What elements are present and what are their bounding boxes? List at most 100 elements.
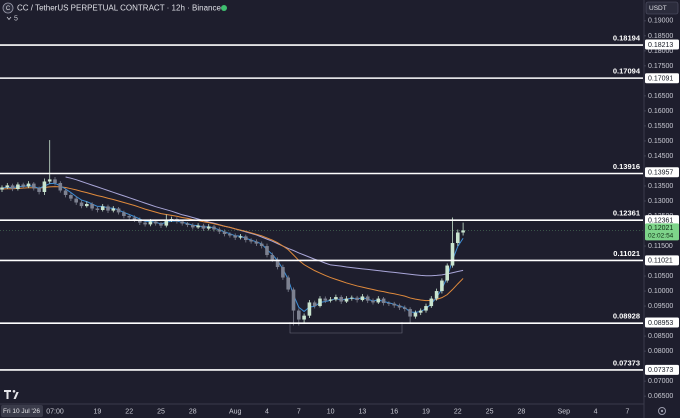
candle-body (196, 225, 200, 228)
y-tick-label: 0.17500 (648, 63, 673, 70)
level-axis-box (645, 255, 679, 266)
candle-body (350, 297, 354, 299)
level-label: 0.08928 (613, 312, 640, 321)
tv-logo[interactable] (4, 390, 19, 399)
candle-body (42, 181, 47, 192)
candle-body (270, 255, 275, 260)
candle-body (408, 309, 412, 317)
x-tick-label: 25 (157, 408, 165, 415)
plot-area (0, 140, 465, 334)
candle-body (418, 310, 423, 313)
y-tick-label: 0.19000 (648, 18, 673, 25)
candle-body (318, 298, 322, 307)
y-tick-label: 0.13500 (648, 183, 673, 190)
candle-body (445, 265, 449, 281)
x-tick-label: 22 (454, 408, 462, 415)
candle-body (47, 179, 52, 182)
candle-body (63, 190, 68, 195)
x-tick-label: 19 (94, 408, 102, 415)
candle-body (32, 183, 36, 189)
indicators-toggle[interactable] (6, 16, 12, 21)
level-axis-box (645, 167, 679, 178)
candle-body (127, 216, 131, 218)
candle-body (21, 184, 25, 187)
level-label: 0.11021 (613, 249, 640, 258)
candle-body (355, 297, 359, 301)
tv-logo-part (4, 390, 11, 399)
candle-body (37, 188, 41, 192)
candle-body (365, 296, 370, 301)
y-tick-label: 0.14500 (648, 153, 673, 160)
level-axis-label: 0.07373 (648, 367, 673, 374)
settings-icon (660, 409, 664, 413)
x-tick-label: 07:00 (46, 408, 64, 415)
candle-body (344, 298, 349, 302)
candle-body (265, 246, 269, 256)
symbol-logo[interactable] (2, 2, 14, 14)
candle-body (233, 235, 237, 238)
tv-logo-part (12, 390, 16, 393)
candle-body (286, 277, 290, 290)
indicator-count[interactable]: 5 (14, 15, 18, 22)
x-tick-label: 19 (422, 408, 430, 415)
candle-body (387, 303, 391, 304)
candle-body (440, 280, 444, 292)
candle-body (392, 303, 396, 306)
candle-body (281, 267, 285, 278)
y-tick-label: 0.16000 (648, 108, 673, 115)
candle-body (259, 243, 264, 247)
level-axis-label: 0.11021 (648, 258, 673, 265)
candle-body (381, 298, 386, 304)
level-axis-label: 0.17091 (648, 76, 673, 83)
candle-body (397, 305, 402, 308)
level-label: 0.17094 (613, 67, 641, 76)
y-tick-label: 0.16500 (648, 93, 673, 100)
y-tick-label: 0.08000 (648, 348, 673, 355)
candle-body (450, 243, 455, 266)
candle-body (302, 315, 306, 320)
currency-button[interactable] (645, 1, 679, 15)
candle-body (339, 297, 343, 302)
level-label: 0.18194 (613, 34, 641, 43)
candle-body (159, 223, 163, 226)
x-tick-label: 25 (486, 408, 494, 415)
level-axis-box (645, 73, 679, 84)
candle-body (111, 208, 116, 211)
level-axis-label: 0.12361 (648, 218, 673, 225)
candle-body (138, 219, 142, 223)
candle-body (26, 183, 31, 187)
y-tick-label: 0.18000 (648, 48, 673, 55)
x-tick-label: 28 (189, 408, 197, 415)
candle-body (5, 185, 10, 188)
x-tick-label: 4 (594, 408, 598, 415)
candle-body (79, 202, 84, 207)
symbol-title[interactable]: CC / TetherUS PERPETUAL CONTRACT · 12h ·… (17, 4, 221, 13)
candle-body (180, 221, 184, 224)
y-tick-label: 0.06500 (648, 393, 673, 400)
candle-body (10, 185, 15, 189)
market-status (221, 5, 227, 11)
candle-body (376, 298, 381, 303)
candle-body (69, 194, 73, 199)
candle-body (328, 299, 333, 301)
symbol-logo-letter: C (6, 6, 11, 12)
candle-body (323, 298, 328, 301)
candle-body (206, 226, 211, 229)
level-axis-box (645, 39, 679, 50)
y-tick-label: 0.18500 (648, 33, 673, 40)
candle-body (413, 312, 418, 317)
last-price-box (645, 223, 679, 241)
candle-body (456, 232, 460, 244)
indicator-line (1, 182, 464, 313)
y-tick-label: 0.09500 (648, 303, 673, 310)
countdown-label: 02:02:54 (648, 233, 674, 240)
currency-label: USDT (649, 5, 667, 12)
candle-body (254, 241, 259, 244)
candle-body (191, 225, 195, 228)
level-label: 0.07373 (613, 358, 640, 367)
settings-button[interactable] (658, 407, 666, 415)
y-tick-label: 0.11500 (648, 243, 673, 250)
x-tick-label: Fri 10 Jul '26 (3, 408, 40, 415)
